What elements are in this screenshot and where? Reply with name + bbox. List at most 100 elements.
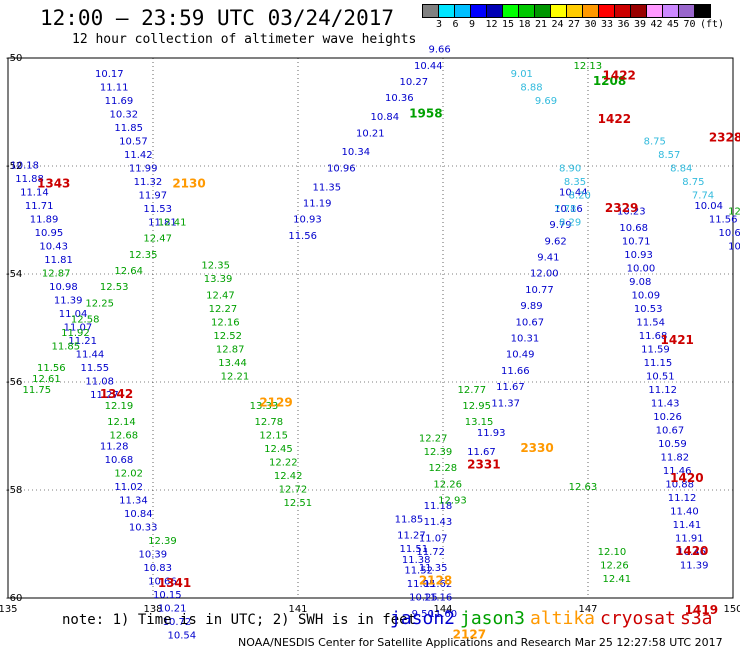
data-label-jason2: 10.96 — [327, 163, 356, 174]
y-tick-label: -60 — [6, 593, 22, 604]
data-label-jason2: 11.40 — [670, 506, 699, 517]
data-label-jason2: 10.09 — [632, 290, 661, 301]
data-label-jason3: 12 — [728, 207, 740, 218]
data-label-jason2: 11.55 — [81, 363, 110, 374]
data-label-jason3: 1208 — [593, 74, 626, 88]
data-label-jason2: 9.66 — [429, 45, 451, 56]
data-label-jason3: 12.16 — [211, 317, 240, 328]
data-label-jason3: 12.15 — [259, 431, 288, 442]
data-label-jason3: 12.28 — [429, 463, 458, 474]
chart-note: note: 1) Time is in UTC; 2) SWH is in fe… — [62, 612, 417, 628]
colorbar-tick-label: 45 — [667, 19, 680, 30]
data-label-cryosat: 1419 — [685, 603, 718, 617]
data-label-jason2: 10.39 — [139, 550, 168, 561]
data-label-jason3: 12.63 — [569, 482, 598, 493]
data-label-jason3: 12.41 — [603, 574, 632, 585]
data-label-jason3: 12.39 — [424, 447, 453, 458]
data-label-jason2: 10.27 — [400, 77, 429, 88]
data-label-s3a: 7.78 — [554, 204, 576, 215]
y-tick-label: -50 — [6, 53, 22, 64]
data-label-jason3: 12.77 — [458, 385, 487, 396]
data-label-jason2: 11.82 — [661, 452, 690, 463]
data-label-jason3: 1958 — [409, 106, 442, 120]
data-label-jason2: 10.68 — [619, 223, 648, 234]
data-label-jason2: 10.16 — [554, 204, 583, 215]
data-label-jason3: 12.47 — [143, 234, 172, 245]
data-label-jason2: 10.84 — [124, 509, 153, 520]
data-label-cryosat: 1420 — [675, 544, 708, 558]
data-label-jason3: 12.47 — [206, 290, 235, 301]
data-label-jason3: 12.42 — [274, 471, 303, 482]
data-label-jason2: 11.39 — [54, 296, 83, 307]
data-label-s3a: 8.57 — [658, 150, 680, 161]
data-label-jason2: 11.43 — [424, 517, 453, 528]
data-label-jason2: 10.59 — [658, 439, 687, 450]
data-label-jason2: 10.84 — [371, 112, 400, 123]
data-label-jason3: 11.92 — [61, 328, 90, 339]
data-label-jason3: 12.95 — [462, 401, 491, 412]
data-label-jason2: 11.44 — [76, 350, 105, 361]
plot-frame — [7, 57, 734, 599]
data-label-cryosat: 1422 — [603, 69, 636, 83]
data-label-cryosat: 1420 — [670, 471, 703, 485]
data-label-jason3: 12.26 — [433, 479, 462, 490]
data-label-jason2: 11.37 — [491, 398, 520, 409]
data-label-jason2: 11.19 — [303, 199, 332, 210]
colorbar-tick-label: 36 — [617, 19, 630, 30]
colorbar-tick-label: 18 — [518, 19, 531, 30]
data-label-jason3: 12.02 — [114, 469, 143, 480]
data-label-jason3: 12.13 — [574, 61, 603, 72]
data-label-jason2: 11.27 — [90, 390, 119, 401]
data-label-jason2: 11.88 — [15, 174, 44, 185]
data-label-jason2: 11.28 — [100, 442, 129, 453]
data-label-altika: 2130 — [172, 177, 205, 191]
legend-jason2: jason2 — [390, 608, 456, 629]
data-label-jason2: 11.81 — [44, 255, 73, 266]
data-label-jason3: 12.61 — [32, 374, 61, 385]
data-label-jason2: 10.21 — [356, 128, 385, 139]
data-label-jason3: 12.78 — [255, 417, 284, 428]
data-label-s3a: 8.88 — [520, 82, 542, 93]
colorbar-tick-label: 30 — [584, 19, 597, 30]
data-label-jason2: 10.31 — [511, 334, 540, 345]
data-label-jason2: 11.38 — [402, 555, 431, 566]
data-label-jason3: 11.75 — [23, 385, 52, 396]
x-tick-label: 144 — [433, 604, 452, 615]
data-label-jason3: 12.27 — [209, 304, 238, 315]
data-label-jason3: 11.56 — [37, 363, 66, 374]
data-label-jason2: 10.26 — [653, 412, 682, 423]
data-label-jason2: 11.68 — [639, 331, 668, 342]
data-label-altika: 2128 — [419, 574, 452, 588]
data-label-jason3: 12.93 — [438, 496, 467, 507]
legend-altika: altika — [530, 608, 596, 629]
data-label-jason2: 11.12 — [648, 385, 677, 396]
data-label-jason2: 11.08 — [85, 377, 114, 388]
data-label-jason2: 11.07 — [64, 323, 93, 334]
data-label-jason2: 11.35 — [313, 182, 342, 193]
data-label-jason3: 12.45 — [264, 444, 293, 455]
data-label-s3a: 8.90 — [559, 163, 581, 174]
y-tick-label: -54 — [6, 269, 22, 280]
data-label-jason2: 11.18 — [424, 501, 453, 512]
colorbar-tick-label: 27 — [568, 19, 581, 30]
data-label-s3a: 8.84 — [670, 163, 692, 174]
data-label-jason2: 11.67 — [496, 382, 525, 393]
data-label-altika: 2330 — [520, 441, 553, 455]
data-label-jason2: 11.85 — [395, 514, 424, 525]
data-label-jason2: 11.11 — [100, 82, 129, 93]
colorbar-tick-label: 12 — [485, 19, 498, 30]
data-label-jason3: 12.41 — [158, 217, 187, 228]
data-label-jason2: 11.21 — [68, 336, 97, 347]
data-label-jason3: 12.22 — [269, 458, 298, 469]
data-label-s3a: 8.20 — [569, 190, 591, 201]
data-label-jason3: 12.10 — [598, 547, 627, 558]
y-tick-label: -52 — [6, 161, 22, 172]
x-tick-label: 147 — [578, 604, 597, 615]
x-tick-label: 135 — [0, 604, 18, 615]
colorbar-unit: (ft) — [700, 19, 725, 30]
colorbar-tick-label: 6 — [452, 19, 459, 30]
colorbar-tick-label: 3 — [436, 19, 443, 30]
footer-credit: NOAA/NESDIS Center for Satellite Applica… — [238, 636, 723, 649]
data-label-cryosat: 2331 — [467, 457, 500, 471]
data-label-jason2: 10.15 — [153, 590, 182, 601]
